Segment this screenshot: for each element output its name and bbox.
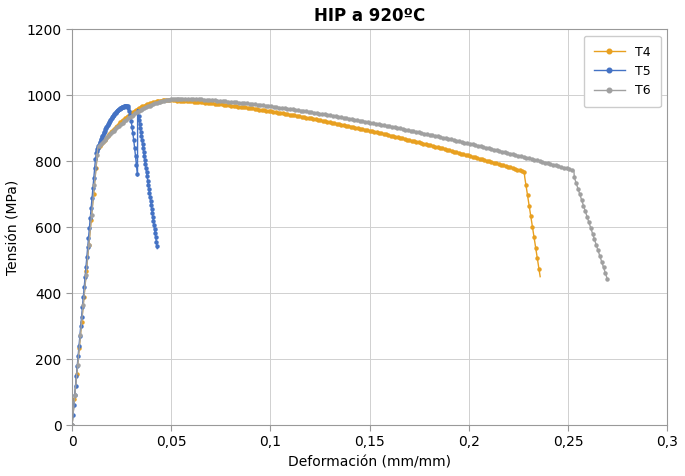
T4: [77, 326, 85, 332]
T5: [101, 127, 109, 133]
Y-axis label: Tensión (MPa): Tensión (MPa): [7, 179, 21, 275]
T6: [68, 422, 76, 428]
T6: [507, 151, 515, 157]
T5: [153, 246, 162, 251]
T5: [111, 110, 119, 116]
T6: [177, 96, 185, 101]
T6: [140, 105, 149, 111]
Legend: T4, T5, T6: T4, T5, T6: [584, 36, 661, 107]
Line: T6: T6: [71, 97, 609, 426]
Title: HIP a 920ºC: HIP a 920ºC: [314, 7, 425, 25]
T5: [123, 103, 132, 109]
Line: T4: T4: [71, 99, 542, 426]
T5: [72, 380, 80, 386]
T4: [371, 129, 379, 135]
T5: [132, 155, 140, 161]
T6: [76, 332, 84, 338]
T4: [277, 110, 285, 116]
T6: [603, 277, 612, 283]
X-axis label: Deformación (mm/mm): Deformación (mm/mm): [288, 455, 451, 469]
T4: [536, 274, 545, 279]
T4: [342, 123, 351, 129]
T4: [233, 103, 241, 109]
T5: [116, 105, 125, 111]
T4: [68, 422, 76, 428]
T6: [470, 142, 478, 148]
T6: [248, 101, 256, 107]
T5: [81, 274, 89, 280]
T5: [68, 422, 76, 428]
Line: T5: T5: [71, 104, 159, 426]
T4: [163, 97, 171, 103]
T4: [136, 105, 145, 110]
T6: [600, 267, 608, 273]
